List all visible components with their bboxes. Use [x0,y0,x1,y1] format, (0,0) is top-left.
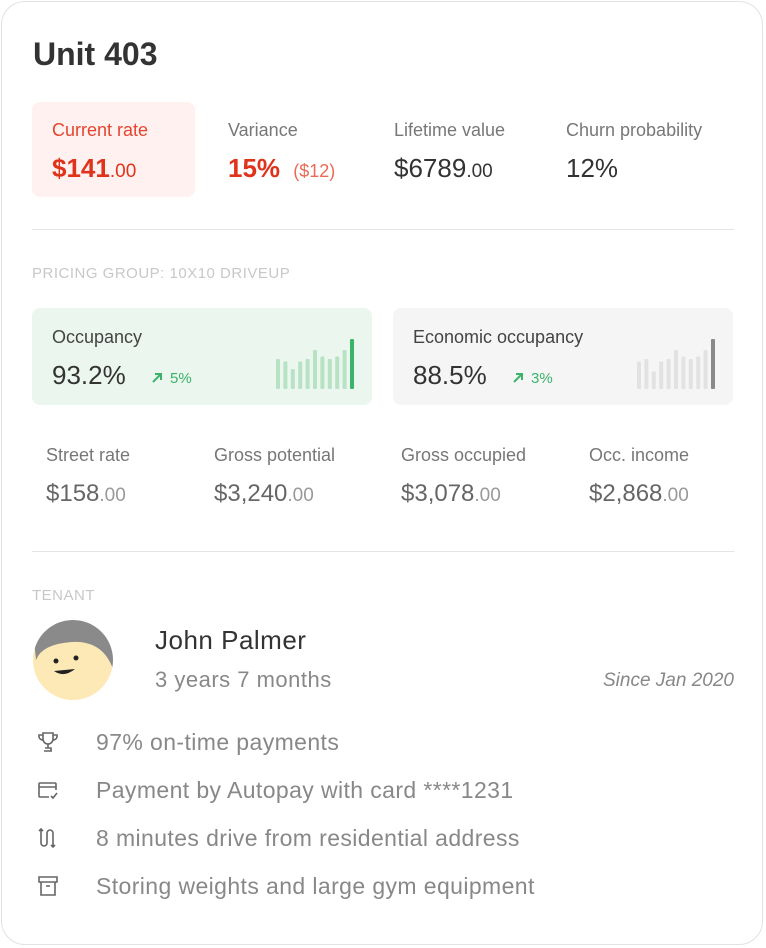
sparkline-bar [688,359,693,389]
sparkline-bar [305,359,310,389]
variance-note: ($12) [293,161,336,181]
sparkline-bar [703,350,708,389]
trend-icon [513,373,523,383]
section-heading: TENANT [32,587,95,604]
cents: .00 [99,485,126,506]
box-icon [38,876,58,896]
sparkline-bar [276,359,280,389]
stat-label: Variance [228,120,298,140]
tenant-fact: Storing weights and large gym equipment [96,873,535,899]
card-icon [38,782,58,800]
stat-value: $141.00 [52,155,136,181]
sparkline-bar [290,369,295,389]
metric-value: $3,240.00 [214,482,314,506]
avatar [33,620,113,700]
tenant-since: Since Jan 2020 [603,670,734,691]
stat-value: $6789.00 [394,155,493,181]
amount: $3,078 [401,480,475,507]
sparkline-bar [320,356,325,389]
stat-value: 15% ($12) [228,155,335,181]
metric-value: $158.00 [46,482,126,506]
tenant-duration: 3 years 7 months [155,667,332,692]
tenant-fact: 97% on-time payments [96,729,340,755]
trend-icon [152,373,162,383]
stat-label: Lifetime value [394,120,506,140]
sparkline-bar [644,359,649,389]
sparkline-bar [711,339,715,389]
unit-title: Unit 403 [33,36,158,72]
cents: .00 [287,485,314,506]
sparkline-bar [298,361,303,389]
sparkline-bar [350,339,354,389]
metric-value: $2,868.00 [589,482,689,506]
current-rate-box [32,102,195,197]
section-heading: PRICING GROUP: 10X10 DRIVEUP [32,265,291,282]
metric-label: Street rate [46,445,131,465]
card-value: 93.2% [52,360,126,390]
stat-value: 12% [566,153,619,183]
card-value: 88.5% [413,360,487,390]
divider [32,229,734,230]
stat-label: Current rate [52,120,149,140]
cents: .00 [474,485,501,506]
sparkline-bar [335,356,340,389]
tenant-name: John Palmer [155,625,307,655]
metric-label: Gross occupied [401,445,527,465]
cents: .00 [109,161,137,182]
sparkline-bar [666,359,671,389]
amount: $2,868 [589,480,663,507]
cents: .00 [662,485,689,506]
sparkline-bar [651,371,656,389]
divider [32,551,734,552]
amount: $6789 [394,153,467,183]
sparkline-bar [659,361,664,389]
tenant-fact: Payment by Autopay with card ****1231 [96,777,514,803]
trophy-icon [38,732,58,752]
card-change: 5% [170,370,192,387]
sparkline-bar [637,361,641,389]
card-change: 3% [531,370,553,387]
metric-label: Gross potential [214,445,336,465]
tenant-fact: 8 minutes drive from residential address [96,825,520,851]
sparkline-bar [327,359,332,389]
card-label: Occupancy [52,327,143,347]
amount: $158 [46,480,100,507]
sparkline-bar [283,361,288,389]
sparkline-bar [696,356,701,389]
card-label: Economic occupancy [413,327,584,347]
amount: $141 [52,153,110,183]
sparkline [276,339,354,389]
stat-label: Churn probability [566,120,703,140]
sparkline-bar [681,356,686,389]
metric-label: Occ. income [589,445,690,465]
route-icon [38,827,56,849]
sparkline [637,339,715,389]
metric-value: $3,078.00 [401,482,501,506]
sparkline-bar [674,350,678,389]
amount: 15% [228,153,281,183]
sparkline-bar [342,350,347,389]
sparkline-bar [313,350,317,389]
amount: $3,240 [214,480,288,507]
cents: .00 [466,161,493,182]
